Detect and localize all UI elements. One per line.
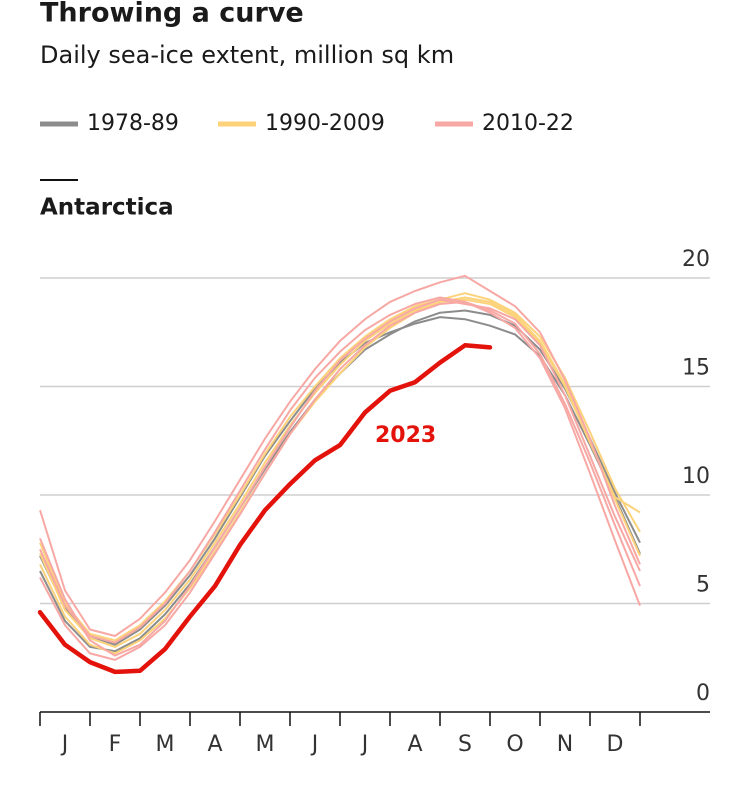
series-line [39, 300, 641, 661]
series-line [39, 296, 641, 655]
x-tick-label: M [256, 732, 275, 757]
panel-title: Antarctica [40, 195, 174, 221]
legend-label: 1978-89 [87, 111, 179, 136]
y-tick-label: 0 [696, 681, 710, 706]
x-tick-label: F [109, 732, 122, 757]
highlight-line [37, 343, 493, 675]
x-tick-label: O [506, 732, 523, 757]
x-tick-label: N [557, 732, 573, 757]
highlight-label: 2023 [375, 423, 436, 448]
legend-label: 1990-2009 [265, 111, 385, 136]
legend: 1978-89 1990-2009 2010-22 [40, 111, 574, 136]
series-line [39, 298, 641, 648]
x-tick-label: S [458, 732, 472, 757]
x-tick-label: A [407, 732, 422, 757]
y-tick-label: 10 [682, 464, 710, 489]
y-tick-label: 20 [682, 247, 710, 272]
chart-title: Throwing a curve [40, 0, 304, 29]
x-tick-label: D [607, 732, 624, 757]
x-tick-label: J [60, 732, 69, 757]
x-tick-label: J [310, 732, 319, 757]
series-line [39, 274, 641, 637]
series-line [39, 298, 641, 657]
lines: 2023 [37, 274, 641, 675]
y-tick-label: 15 [682, 356, 710, 381]
series-line [39, 296, 641, 644]
x-tick-label: J [360, 732, 369, 757]
chart-subtitle: Daily sea-ice extent, million sq km [40, 41, 454, 69]
y-tick-label: 5 [696, 573, 710, 598]
series-line [39, 292, 641, 642]
legend-label: 2010-22 [482, 111, 574, 136]
x-tick-label: A [207, 732, 222, 757]
x-tick-label: M [156, 732, 175, 757]
